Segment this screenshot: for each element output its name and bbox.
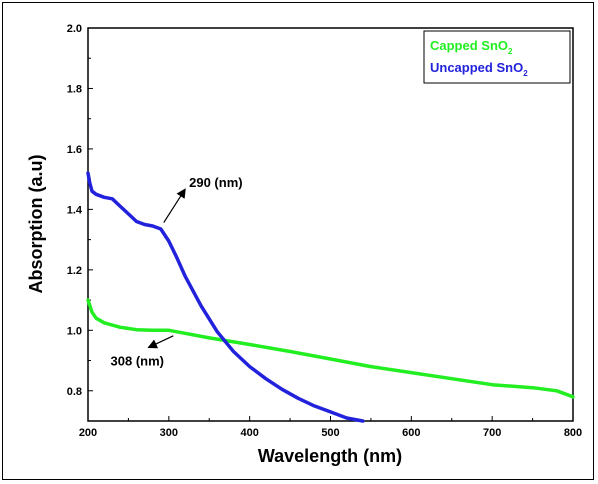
x-tick-label: 800	[564, 427, 582, 439]
legend: Capped SnO2 Uncapped SnO2	[423, 30, 571, 84]
y-tick-label: 1.0	[67, 325, 82, 337]
y-tick-label: 1.8	[67, 83, 82, 95]
x-tick-label: 200	[79, 427, 97, 439]
x-tick-label: 400	[240, 427, 258, 439]
x-tick-label: 600	[402, 427, 420, 439]
legend-subscript: 2	[523, 69, 528, 78]
annotations: 290 (nm) 308 (nm)	[111, 175, 243, 368]
x-axis: 200 300 400 500 600 700 800	[79, 416, 582, 439]
y-axis-title: Absorption (a.u)	[26, 155, 46, 294]
annotation-290-label: 290 (nm)	[189, 175, 242, 190]
legend-subscript: 2	[508, 47, 513, 56]
y-tick-label: 1.4	[67, 204, 83, 216]
annotation-308-label: 308 (nm)	[111, 353, 164, 368]
y-tick-label: 2.0	[67, 23, 82, 35]
figure-frame	[2, 2, 594, 480]
legend-entry-capped: Capped SnO2	[430, 38, 513, 56]
legend-box	[423, 30, 571, 84]
y-tick-label: 1.6	[67, 144, 82, 156]
y-tick-label: 0.8	[67, 386, 82, 398]
x-tick-label: 700	[483, 427, 501, 439]
series-capped-line	[86, 298, 575, 399]
series-uncapped-line	[86, 171, 365, 423]
y-tick-label: 1.2	[67, 265, 82, 277]
legend-entry-uncapped: Uncapped SnO2	[430, 60, 528, 78]
x-tick-label: 300	[160, 427, 178, 439]
annotation-308-arrow	[147, 335, 174, 349]
y-axis: 0.8 1.0 1.2 1.4 1.6 1.8 2.0	[67, 23, 93, 422]
series-layer	[86, 171, 575, 423]
x-tick-label: 500	[321, 427, 339, 439]
x-axis-title: Wavelength (nm)	[258, 446, 402, 466]
annotation-290-arrow	[163, 188, 186, 223]
